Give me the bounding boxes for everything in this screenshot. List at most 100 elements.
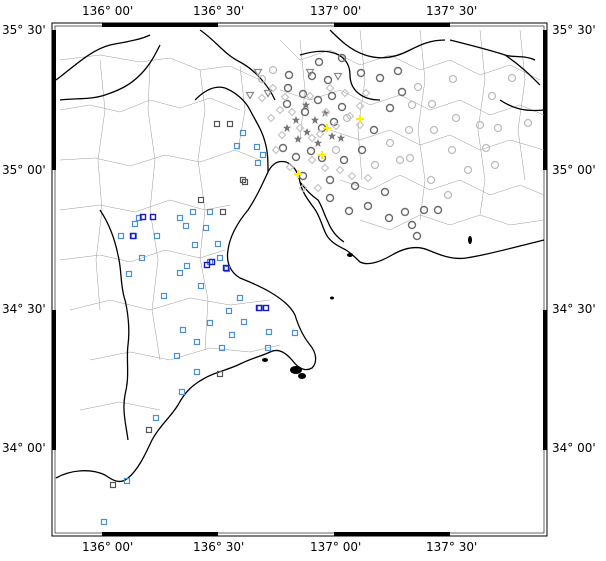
blue-square-marker xyxy=(125,270,133,278)
blue-square-marker xyxy=(178,388,186,396)
diamond-marker xyxy=(277,130,287,140)
gray-circle-marker xyxy=(291,152,301,162)
light-circle-marker xyxy=(490,160,500,170)
lon-label-top-3: 137° 00' xyxy=(310,4,362,18)
blue-square-marker xyxy=(193,368,201,376)
frame-bar-left-1 xyxy=(52,30,56,170)
star-marker xyxy=(311,116,319,124)
gray-circle-marker xyxy=(313,95,323,105)
gray-circle-marker xyxy=(329,117,339,127)
diamond-marker xyxy=(361,88,371,98)
diamond-marker xyxy=(280,92,290,102)
yellow-cross-marker xyxy=(356,115,364,123)
diamond-marker xyxy=(275,105,285,115)
blue-square-marker xyxy=(216,254,224,262)
blue-square-marker xyxy=(191,241,199,249)
diamond-marker xyxy=(363,173,373,183)
gray-circle-marker xyxy=(283,83,293,93)
gray-circle-marker xyxy=(380,187,390,197)
blue-square-marker xyxy=(254,159,262,167)
prefecture-boundaries xyxy=(55,29,545,441)
light-circle-marker xyxy=(463,165,473,175)
gray-circle-marker xyxy=(384,213,394,223)
frame-bar-left-2 xyxy=(52,310,56,450)
diamond-marker xyxy=(321,107,331,117)
star-marker xyxy=(328,132,336,140)
light-circle-marker xyxy=(448,74,458,84)
light-circle-marker xyxy=(443,190,453,200)
gray-circle-marker xyxy=(400,207,410,217)
markers-layer xyxy=(100,53,533,526)
gray-square-marker xyxy=(197,196,205,204)
gray-circle-marker xyxy=(419,205,429,215)
triangle-marker xyxy=(263,89,273,98)
diamond-marker xyxy=(307,133,317,143)
diamond-marker xyxy=(307,155,317,165)
gray-square-marker xyxy=(109,481,117,489)
diamond-marker xyxy=(331,121,341,131)
gray-circle-marker xyxy=(282,99,292,109)
frame-bar-right-2 xyxy=(543,310,547,450)
diamond-marker xyxy=(340,88,350,98)
admin-boundaries xyxy=(59,29,545,411)
light-circle-marker xyxy=(487,91,497,101)
yellow-cross-marker xyxy=(323,124,331,132)
light-circle-marker xyxy=(429,125,439,135)
lon-label-bottom-2: 136° 30' xyxy=(193,540,245,554)
lat-label-right-3: 34° 30' xyxy=(552,302,596,316)
star-marker xyxy=(292,116,300,124)
light-circle-marker xyxy=(451,113,461,123)
star-marker xyxy=(302,101,310,109)
blue-square-marker xyxy=(131,220,139,228)
lat-label-right-1: 35° 30' xyxy=(552,23,596,37)
diamond-marker xyxy=(315,129,325,139)
diamond-marker xyxy=(313,183,323,193)
gray-circle-marker xyxy=(369,125,379,135)
diamond-marker xyxy=(320,163,330,173)
dark-blue-square-marker xyxy=(255,304,263,312)
light-circle-marker xyxy=(407,100,417,110)
blue-square-marker xyxy=(179,326,187,334)
diamond-marker xyxy=(268,83,278,93)
triangle-marker xyxy=(245,91,255,100)
yellow-cross-marker xyxy=(318,151,326,159)
frame-bar-bottom-2 xyxy=(334,532,450,536)
blue-square-marker xyxy=(214,240,222,248)
blue-square-marker xyxy=(160,292,168,300)
light-circle-marker xyxy=(475,120,485,130)
triangle-marker xyxy=(333,72,343,81)
gray-square-marker xyxy=(239,176,247,184)
gray-circle-marker xyxy=(278,143,288,153)
gray-circle-marker xyxy=(412,231,422,241)
gray-circle-marker xyxy=(300,107,310,117)
gray-circle-marker xyxy=(357,145,367,155)
dark-blue-square-marker xyxy=(139,213,147,221)
gray-circle-marker xyxy=(393,66,403,76)
diamond-marker xyxy=(257,93,267,103)
light-circle-marker xyxy=(385,138,395,148)
diamond-marker xyxy=(335,165,345,175)
diamond-marker xyxy=(285,162,295,172)
light-circle-marker xyxy=(426,175,436,185)
lat-label-right-2: 35° 00' xyxy=(552,163,596,177)
blue-square-marker xyxy=(239,129,247,137)
gray-circle-marker xyxy=(433,205,443,215)
light-circle-marker xyxy=(507,73,517,83)
gray-square-marker xyxy=(216,370,224,378)
light-circle-marker xyxy=(404,125,414,135)
blue-square-marker xyxy=(264,344,272,352)
blue-square-marker xyxy=(138,254,146,262)
frame-bar-right-1 xyxy=(543,30,547,170)
gray-circle-marker xyxy=(375,73,385,83)
gray-circle-marker xyxy=(327,91,337,101)
frame-bar-top-2 xyxy=(334,23,450,27)
light-circle-marker xyxy=(481,143,491,153)
lon-label-bottom-1: 136° 00' xyxy=(82,540,134,554)
gray-circle-marker xyxy=(363,201,373,211)
blue-square-marker xyxy=(197,282,205,290)
gray-circle-marker xyxy=(323,75,333,85)
gray-square-marker xyxy=(226,120,234,128)
blue-square-marker xyxy=(202,224,210,232)
gray-circle-marker xyxy=(298,171,308,181)
light-circle-marker xyxy=(405,153,415,163)
